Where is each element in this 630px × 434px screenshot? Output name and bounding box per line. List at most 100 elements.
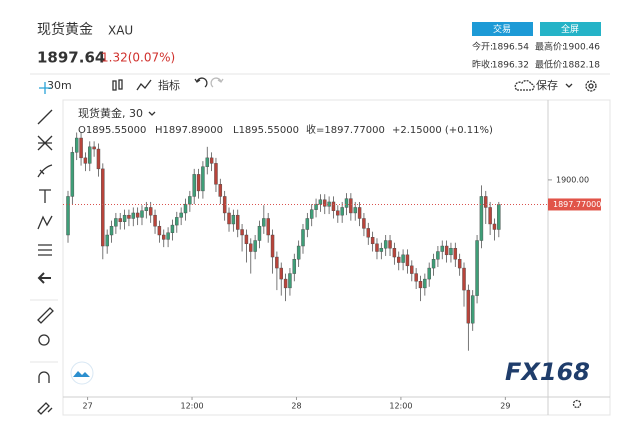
candle-body bbox=[370, 237, 375, 245]
candle-body bbox=[305, 218, 310, 230]
button-bg bbox=[540, 22, 601, 36]
candle-body bbox=[492, 223, 497, 230]
candle-body bbox=[388, 240, 392, 249]
measure-tool[interactable] bbox=[38, 244, 52, 256]
legend-close: 收=1897.77000 bbox=[306, 123, 385, 136]
zoom-tool[interactable] bbox=[38, 334, 50, 346]
candle-body bbox=[105, 234, 109, 247]
plot: 1900.00 27 12:00 28 12:00 29 1897.77000 bbox=[63, 132, 601, 411]
legend-title: 现货黄金, 30 bbox=[78, 106, 143, 120]
candle-body bbox=[392, 248, 397, 258]
candle-body bbox=[114, 218, 118, 227]
candle-body bbox=[227, 212, 231, 225]
watermark: FX168 bbox=[505, 358, 590, 386]
legend-menu[interactable] bbox=[148, 111, 156, 116]
candle-body bbox=[410, 265, 414, 274]
candle-body bbox=[118, 218, 122, 222]
candle-body bbox=[170, 224, 175, 233]
legend-low: L1895.55000 bbox=[233, 125, 299, 136]
last-price-label: 1897.77000 bbox=[553, 200, 601, 209]
candle-body bbox=[497, 204, 501, 230]
text-tool[interactable] bbox=[39, 189, 51, 203]
candle-body bbox=[196, 174, 201, 192]
candle-body bbox=[148, 207, 153, 216]
candle-body bbox=[257, 225, 262, 241]
logo-icon[interactable] bbox=[73, 371, 90, 377]
x-tick-label: 29 bbox=[500, 402, 510, 411]
settings[interactable] bbox=[585, 80, 597, 92]
candle-body bbox=[222, 196, 227, 214]
candle-body bbox=[209, 157, 214, 164]
candle-body bbox=[397, 256, 401, 263]
ruler-tool[interactable] bbox=[37, 307, 54, 324]
candle-body bbox=[427, 267, 431, 280]
fib-tool[interactable] bbox=[37, 135, 53, 151]
candle-body bbox=[436, 251, 440, 260]
candle-body bbox=[379, 248, 384, 252]
axis-settings[interactable] bbox=[572, 399, 582, 409]
candle-body bbox=[414, 273, 418, 282]
candle-body bbox=[166, 232, 170, 240]
candle-body bbox=[453, 248, 458, 260]
interval[interactable]: 30m bbox=[47, 79, 72, 92]
eraser-tool[interactable] bbox=[37, 402, 53, 415]
save-menu[interactable] bbox=[565, 83, 573, 88]
candle-body bbox=[323, 199, 327, 207]
candle-body bbox=[466, 289, 471, 324]
trend-tool[interactable] bbox=[37, 109, 53, 125]
legend-change: +2.15000 (+0.11%) bbox=[392, 125, 493, 136]
x-tick-label: 12:00 bbox=[180, 402, 203, 411]
magnet-tool[interactable] bbox=[38, 371, 50, 383]
button-label: 交易 bbox=[493, 23, 511, 35]
x-tick-label: 27 bbox=[82, 402, 92, 411]
candle-body bbox=[475, 240, 479, 296]
candle-body bbox=[127, 214, 131, 219]
candle-body bbox=[66, 196, 70, 236]
candle-body bbox=[401, 254, 405, 263]
last-price-box bbox=[548, 198, 601, 211]
candle-body bbox=[457, 259, 462, 269]
candle-body bbox=[488, 207, 492, 225]
candle-body bbox=[88, 146, 92, 164]
candle-body bbox=[122, 214, 127, 222]
undo[interactable] bbox=[194, 77, 208, 88]
candle-body bbox=[340, 207, 344, 216]
stat-label: 昨收: bbox=[472, 59, 493, 71]
candle-body bbox=[349, 198, 353, 214]
fullscreen-button[interactable]: 全屏 bbox=[540, 22, 601, 36]
candle-body bbox=[74, 137, 79, 153]
candle-body bbox=[470, 295, 475, 324]
candle-body bbox=[157, 225, 162, 236]
candle-body bbox=[131, 212, 136, 219]
candle-body bbox=[440, 245, 444, 252]
candle-body bbox=[353, 207, 357, 214]
candle-body bbox=[109, 225, 114, 236]
stat-label: 今开: bbox=[472, 41, 493, 53]
save[interactable]: 保存 bbox=[536, 78, 558, 92]
indicator-icon[interactable] bbox=[136, 79, 152, 91]
candle-body bbox=[83, 157, 88, 164]
pattern-tool[interactable] bbox=[37, 215, 53, 230]
candle-body bbox=[231, 214, 236, 225]
indicator[interactable]: 指标 bbox=[158, 78, 180, 92]
candle-body bbox=[192, 174, 196, 197]
candle-body bbox=[301, 229, 305, 247]
button-label: 全屏 bbox=[561, 23, 579, 35]
stat-value: 1900.46 bbox=[563, 43, 600, 53]
crosshair-tool[interactable] bbox=[39, 82, 51, 94]
back-tool[interactable] bbox=[37, 272, 51, 284]
x-tick-label: 12:00 bbox=[389, 402, 412, 411]
trade-button[interactable]: 交易 bbox=[472, 22, 533, 36]
brush-tool[interactable] bbox=[37, 164, 53, 178]
candle-icon[interactable] bbox=[112, 79, 123, 91]
candle-body bbox=[79, 137, 83, 159]
candle-body bbox=[336, 210, 340, 216]
cloud-icon[interactable] bbox=[514, 79, 535, 91]
candle-body bbox=[362, 218, 366, 229]
x-tick-label: 28 bbox=[291, 402, 301, 411]
candle-body bbox=[218, 184, 223, 197]
candle-body bbox=[423, 278, 427, 289]
redo[interactable] bbox=[210, 77, 224, 88]
